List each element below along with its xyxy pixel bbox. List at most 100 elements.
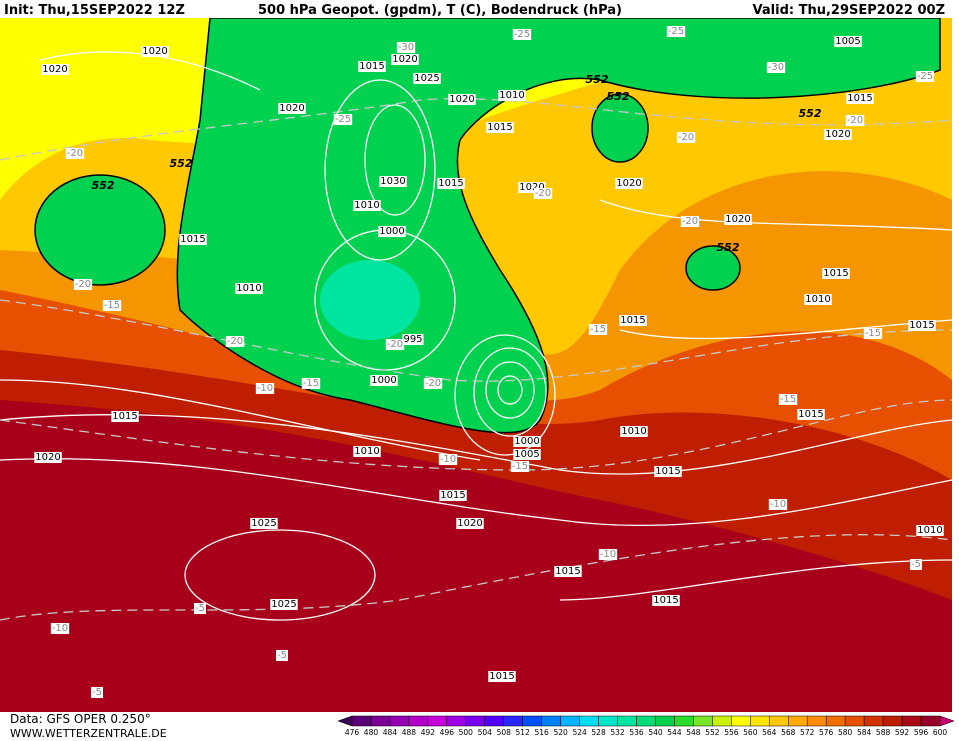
temperature-label-group: -5 bbox=[194, 603, 206, 614]
label-box bbox=[456, 518, 484, 529]
isobar-label: 1020 bbox=[825, 129, 850, 140]
colorbar-label: 536 bbox=[629, 728, 644, 737]
colorbar-cell bbox=[351, 715, 372, 727]
isobar-label: 1025 bbox=[251, 518, 276, 529]
isobar-label: 1010 bbox=[236, 283, 261, 294]
isobar-label-group: 1020 bbox=[41, 64, 69, 75]
colorbar-label: 584 bbox=[857, 728, 872, 737]
site: WWW.WETTERZENTRALE.DE bbox=[10, 727, 167, 740]
label-box bbox=[358, 61, 386, 72]
label-box bbox=[225, 336, 245, 347]
colorbar-label: 524 bbox=[572, 728, 587, 737]
colorbar-cell bbox=[806, 715, 827, 727]
temperature-label-group: -25 bbox=[666, 26, 686, 37]
colorbar-label: 488 bbox=[402, 728, 417, 737]
colorbar-label: 520 bbox=[553, 728, 568, 737]
label-box bbox=[439, 490, 467, 501]
colorbar-cell bbox=[825, 715, 846, 727]
colorbar-arrow bbox=[939, 715, 955, 727]
label-box bbox=[141, 46, 169, 57]
label-box bbox=[194, 603, 206, 614]
colorbar-label: 532 bbox=[610, 728, 625, 737]
colorbar-label: 544 bbox=[667, 728, 682, 737]
label-box bbox=[598, 549, 618, 560]
isotherms bbox=[0, 98, 953, 621]
temperature-label-group: -10 bbox=[50, 623, 70, 634]
temperature-label: -15 bbox=[780, 394, 796, 405]
colorbar-cell bbox=[788, 715, 808, 727]
colorbar-cell bbox=[693, 715, 713, 727]
label-box bbox=[518, 182, 546, 193]
init-time: Init: Thu,15SEP2022 12Z bbox=[4, 3, 185, 18]
label-box bbox=[766, 62, 786, 73]
isobar-label: 1015 bbox=[180, 234, 205, 245]
label-box bbox=[513, 449, 541, 460]
isobar-label-group: 1010 bbox=[620, 426, 648, 437]
label-box bbox=[822, 268, 850, 279]
colorbar-label: 496 bbox=[440, 728, 455, 737]
colorbar-label: 500 bbox=[459, 728, 474, 737]
isobar-label: 1020 bbox=[42, 64, 67, 75]
label-box bbox=[438, 454, 458, 465]
isobar-label-group: 1015 bbox=[179, 234, 207, 245]
isobar-label: 1020 bbox=[142, 46, 167, 57]
label-box bbox=[554, 566, 582, 577]
colorbar-cell bbox=[882, 715, 903, 727]
temperature-label: -15 bbox=[104, 300, 120, 311]
label-box bbox=[301, 378, 321, 389]
isobar-label-group: 1015 bbox=[619, 315, 647, 326]
label-box bbox=[235, 283, 263, 294]
label-box bbox=[250, 518, 278, 529]
isobar-label: 1005 bbox=[514, 449, 539, 460]
label-box bbox=[915, 71, 935, 82]
label-box bbox=[270, 599, 298, 610]
label-box bbox=[513, 436, 541, 447]
isobar-label: 1020 bbox=[279, 103, 304, 114]
label-box bbox=[834, 36, 862, 47]
isobar-label-group: 1010 bbox=[916, 525, 944, 536]
temperature-label: -30 bbox=[398, 42, 414, 53]
isobar-label-group: 1020 bbox=[456, 518, 484, 529]
colorbar-cell bbox=[655, 715, 675, 727]
isobar-label-group: 1020 bbox=[391, 54, 419, 65]
temperature-label: -25 bbox=[917, 71, 933, 82]
temperature-label: -10 bbox=[600, 549, 616, 560]
label-box bbox=[588, 324, 608, 335]
colorbar-cell bbox=[844, 715, 865, 727]
data-source: Data: GFS OPER 0.250° bbox=[10, 712, 151, 726]
isobar-label: 1010 bbox=[499, 90, 524, 101]
colorbar-label: 560 bbox=[743, 728, 758, 737]
colorbar-cell bbox=[465, 715, 486, 727]
colorbar-label: 568 bbox=[781, 728, 796, 737]
shading bbox=[320, 260, 420, 340]
label-box bbox=[370, 375, 398, 386]
colorbar-label: 596 bbox=[914, 728, 929, 737]
colorbar-cell bbox=[541, 715, 561, 727]
colorbar-cell bbox=[901, 715, 922, 727]
label-box bbox=[533, 188, 553, 199]
colorbar-cell bbox=[920, 715, 941, 727]
isobar-label-group: 1025 bbox=[413, 73, 441, 84]
label-box bbox=[353, 446, 381, 457]
label-box bbox=[510, 461, 530, 472]
colorbar-cell bbox=[427, 715, 448, 727]
isobar-label-group: 1015 bbox=[439, 490, 467, 501]
temperature-label-group: -25 bbox=[512, 29, 532, 40]
height-label: 552 bbox=[170, 157, 193, 170]
height-label: 552 bbox=[92, 179, 115, 192]
colorbar-label: 540 bbox=[648, 728, 663, 737]
isobar-label: 1015 bbox=[489, 671, 514, 682]
colorbar-label: 508 bbox=[497, 728, 512, 737]
label-box bbox=[65, 148, 85, 159]
label-box bbox=[615, 178, 643, 189]
colorbar-label: 564 bbox=[762, 728, 777, 737]
temperature-label: -20 bbox=[535, 188, 551, 199]
label-box bbox=[797, 409, 825, 420]
label-box bbox=[824, 129, 852, 140]
isobar-label: 1020 bbox=[35, 452, 60, 463]
temperature-label: -20 bbox=[847, 115, 863, 126]
label-box bbox=[908, 320, 936, 331]
temperature-label-group: -20 bbox=[385, 339, 405, 350]
label-box bbox=[488, 671, 516, 682]
isobar-label: 1000 bbox=[379, 226, 404, 237]
